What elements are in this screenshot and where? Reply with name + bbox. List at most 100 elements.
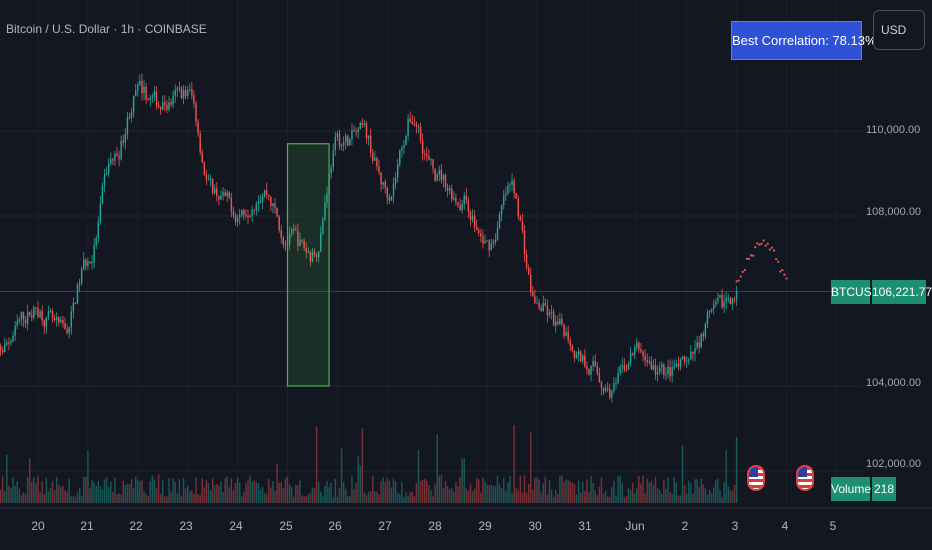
candle-body (430, 159, 432, 161)
volume-bar (64, 490, 66, 503)
candle-body (263, 190, 266, 197)
candle-body (6, 342, 8, 345)
volume-bar (609, 496, 611, 503)
volume-bar (369, 491, 372, 503)
candle-body (172, 95, 174, 105)
volume-bar (349, 496, 351, 503)
us-flag-event-icon[interactable] (796, 465, 814, 491)
candle-body (43, 319, 45, 327)
volume-bar (667, 477, 669, 503)
candle-body (83, 259, 85, 270)
volume-bar (627, 488, 630, 503)
candle-body (550, 311, 553, 313)
volume-bar (671, 494, 673, 503)
candle-body (309, 252, 312, 262)
volume-bar (656, 488, 659, 503)
candle-body (419, 126, 422, 141)
candle-body (132, 95, 135, 113)
candle-body (646, 360, 648, 363)
candle-body (288, 233, 291, 245)
candle-body (37, 308, 39, 318)
volume-bar (380, 480, 382, 503)
projection-point (750, 254, 753, 257)
candle-body (417, 126, 420, 128)
volume-bar (31, 481, 33, 503)
volume-bar (270, 487, 272, 503)
volume-bar (465, 488, 468, 503)
volume-bar (708, 489, 711, 503)
candle-body (378, 166, 380, 173)
candle-body (386, 187, 389, 198)
volume-bar (638, 475, 640, 503)
candle-body (320, 233, 322, 252)
candle-body (629, 353, 632, 364)
volume-bar (232, 490, 235, 503)
volume-bar (118, 493, 120, 503)
volume-bar (509, 475, 511, 503)
volume-bar (469, 483, 472, 503)
candle-body (399, 150, 401, 165)
candle-body (274, 203, 276, 208)
candle-body (625, 369, 628, 371)
volume-bar (592, 482, 594, 503)
candle-body (519, 216, 522, 222)
projection-point (741, 270, 744, 274)
volume-bar (642, 475, 644, 503)
candle-body (523, 230, 526, 255)
us-flag-event-icon[interactable] (747, 465, 765, 491)
volume-bar (122, 480, 124, 503)
candle-body (423, 153, 426, 155)
candle-body (633, 347, 636, 355)
candle-body (559, 318, 561, 325)
volume-bar (114, 477, 116, 503)
candle-body (513, 180, 515, 194)
candle-body (207, 179, 210, 181)
candle-body (265, 190, 268, 195)
candle-body (60, 319, 62, 323)
projection-point (785, 277, 788, 280)
candle-body (421, 140, 424, 154)
candle-body (257, 202, 260, 205)
candle-body (496, 227, 499, 241)
volume-bar (83, 476, 85, 503)
candle-body (336, 133, 339, 137)
candle-body (729, 297, 732, 305)
candle-body (457, 202, 459, 205)
candle-body (76, 284, 79, 304)
candle-body (525, 254, 528, 268)
candle-body (216, 188, 218, 197)
candle-body (363, 123, 366, 125)
last-price-tag: 106,221.77 (872, 280, 932, 304)
volume-bar (540, 492, 542, 503)
candle-body (694, 347, 696, 354)
volume-bar (336, 496, 339, 503)
volume-bar (484, 481, 486, 503)
projection-point (783, 273, 786, 276)
volume-bar (661, 493, 663, 503)
candle-body (552, 311, 555, 326)
candle-body (455, 198, 457, 203)
price-label-102000: 102,000.00 (866, 458, 922, 470)
currency-button[interactable]: USD (873, 10, 925, 50)
volume-bar (334, 478, 337, 503)
candle-body (465, 195, 468, 201)
candle-body (442, 174, 445, 180)
candle-body (690, 351, 692, 360)
candle-body (26, 311, 29, 324)
volume-bar (440, 475, 443, 503)
candle-body (112, 159, 114, 161)
candle-body (735, 291, 738, 300)
candle-body (149, 98, 152, 100)
volume-bar (675, 482, 678, 503)
volume-bar (640, 483, 642, 503)
candle-body (74, 303, 77, 305)
candle-body (369, 135, 372, 153)
volume-bar (426, 480, 428, 503)
volume-bar (328, 487, 330, 503)
volume-bar (399, 493, 401, 503)
volume-bar (598, 486, 601, 503)
candle-body (347, 135, 349, 146)
volume-bar (12, 477, 14, 503)
volume-bar (22, 492, 25, 503)
